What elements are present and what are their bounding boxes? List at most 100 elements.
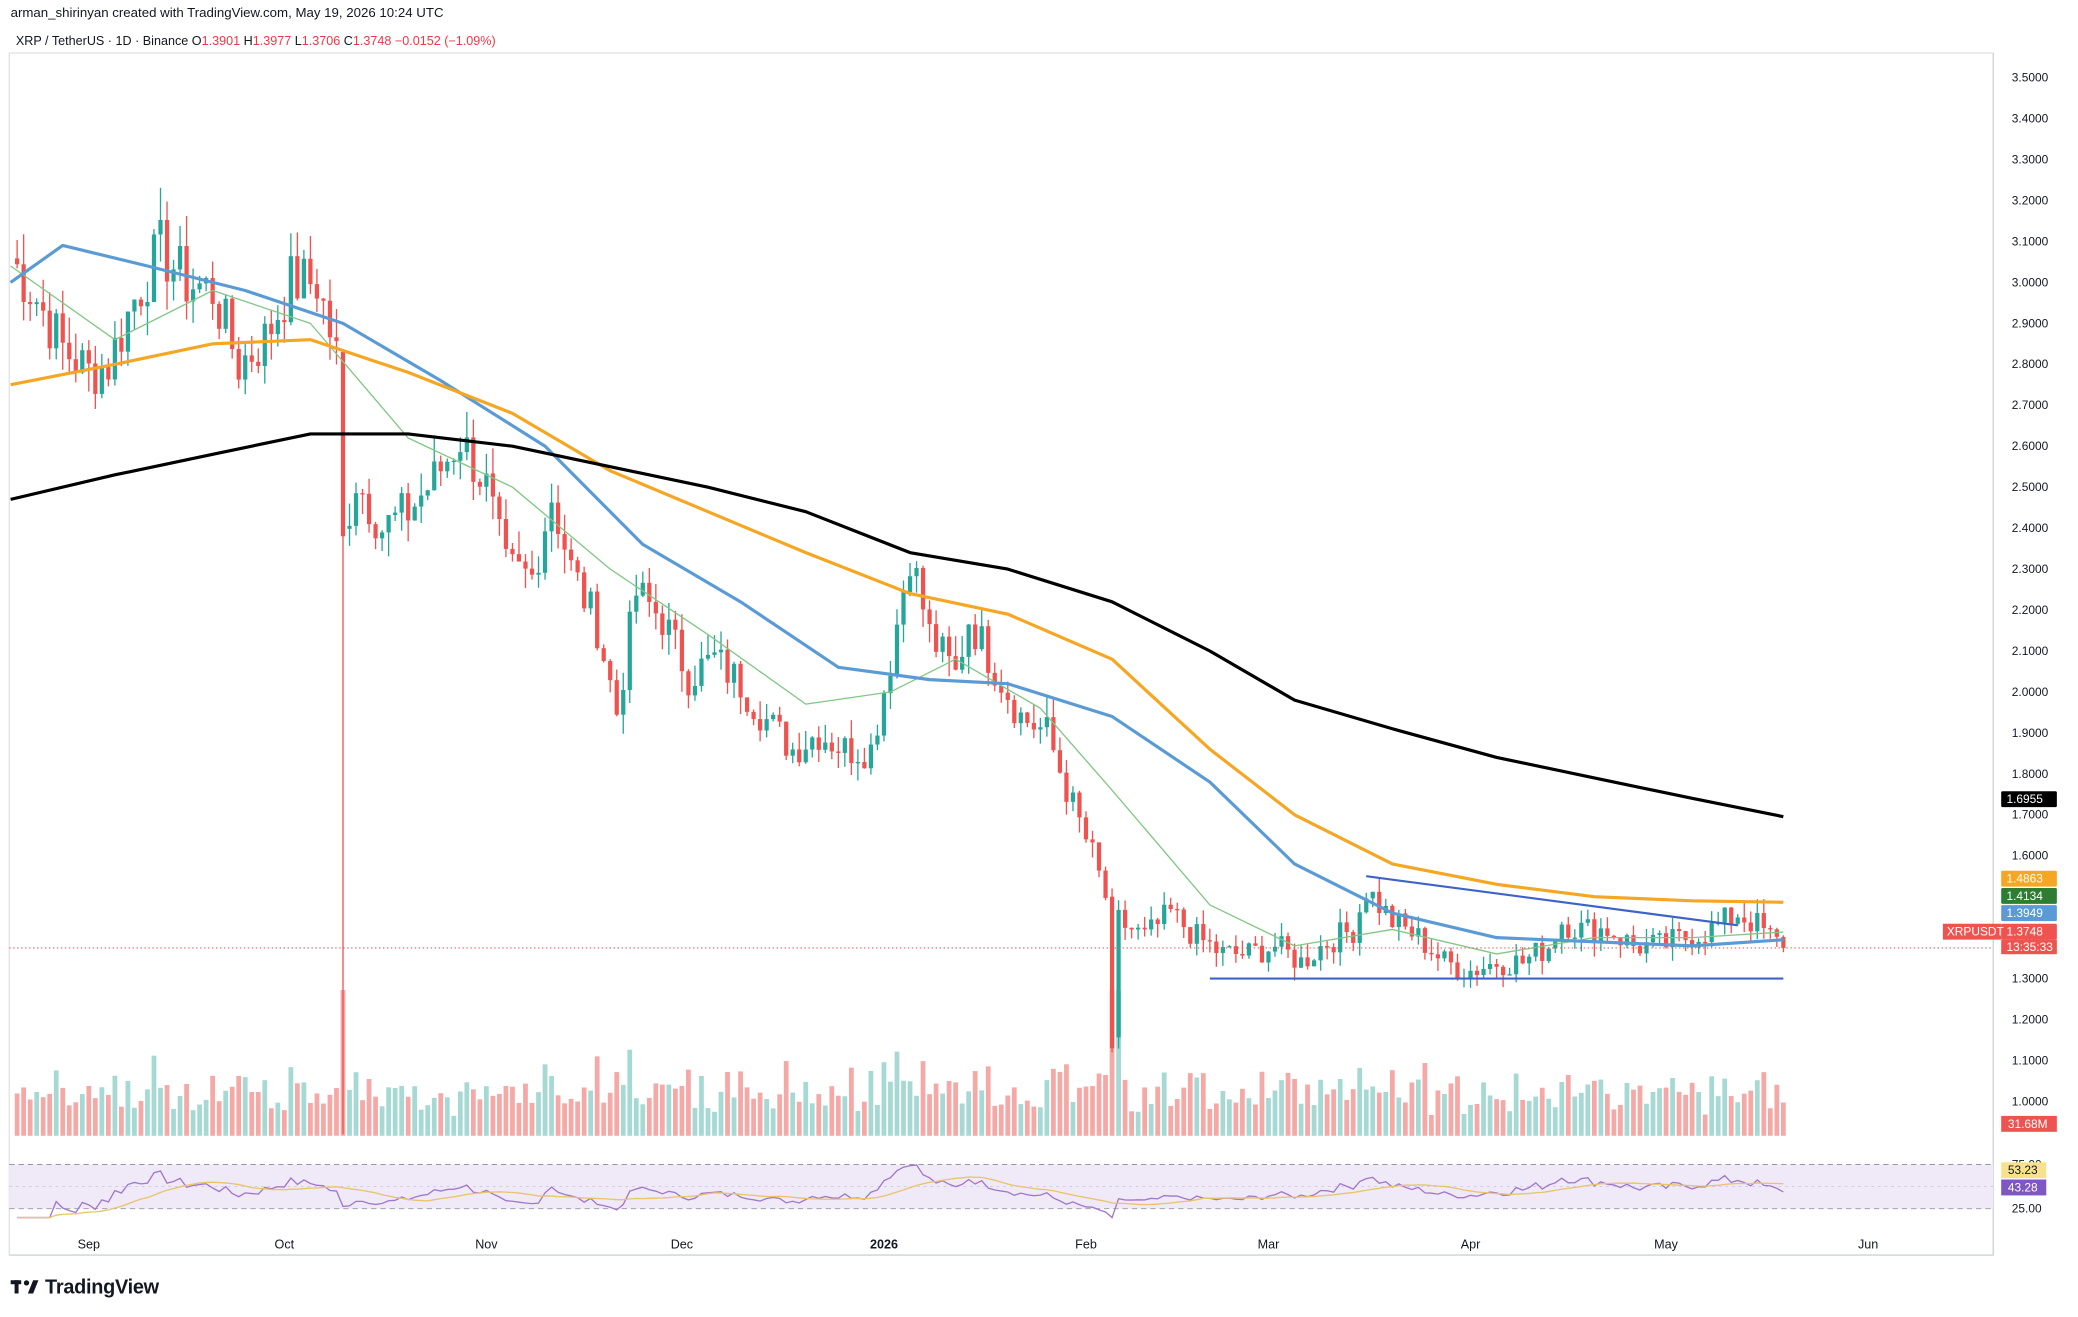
volume-bar bbox=[503, 1085, 509, 1136]
volume-bar bbox=[1559, 1082, 1565, 1136]
candle-body bbox=[1722, 907, 1727, 923]
price-tick-label: 2.2000 bbox=[2012, 603, 2049, 617]
candle-body bbox=[112, 337, 118, 380]
price-tag bbox=[2001, 887, 2057, 904]
candle-body bbox=[366, 493, 372, 525]
volume-bar bbox=[1435, 1090, 1441, 1136]
symbol-label[interactable]: XRP / TetherUS · 1D · Binance bbox=[15, 34, 189, 50]
candle-body bbox=[562, 534, 567, 550]
volume-bar bbox=[379, 1106, 385, 1136]
tradingview-brand[interactable]: TradingView bbox=[10, 1272, 159, 1301]
volume-bar bbox=[1448, 1083, 1454, 1136]
candle-body bbox=[1227, 946, 1232, 948]
volume-bar bbox=[1207, 1108, 1213, 1136]
volume-bar bbox=[451, 1115, 457, 1136]
volume-bar bbox=[914, 1095, 919, 1136]
volume-bar bbox=[242, 1077, 248, 1136]
candle-body bbox=[1409, 926, 1414, 937]
price-tag bbox=[2001, 870, 2057, 887]
candle-body bbox=[764, 719, 769, 731]
volume-bar bbox=[1357, 1067, 1363, 1136]
candle-body bbox=[1540, 942, 1545, 962]
candle-body bbox=[471, 437, 476, 482]
volume-bar bbox=[1578, 1092, 1584, 1136]
candle-body bbox=[1403, 913, 1408, 927]
volume-bar bbox=[1676, 1091, 1682, 1136]
volume-bar bbox=[1585, 1084, 1591, 1136]
candle-body bbox=[1396, 913, 1401, 927]
candle-body bbox=[1377, 891, 1382, 913]
volume-bar bbox=[1168, 1105, 1174, 1136]
volume-bar bbox=[627, 1049, 633, 1136]
volume-bar bbox=[21, 1087, 27, 1136]
candle-body bbox=[1481, 968, 1486, 976]
candle-body bbox=[269, 323, 274, 335]
volume-bar bbox=[783, 1061, 789, 1136]
price-tick-label: 1.2000 bbox=[2012, 1013, 2049, 1027]
volume-bar bbox=[327, 1094, 333, 1136]
price-tick-label: 3.5000 bbox=[2012, 71, 2049, 85]
candle-body bbox=[321, 298, 326, 301]
candle-body bbox=[1755, 913, 1760, 932]
trendline-descending-resistance bbox=[1366, 875, 1738, 927]
price-tick-label: 2.3000 bbox=[2012, 562, 2049, 576]
candle-body bbox=[549, 502, 554, 532]
volume-bar bbox=[1507, 1111, 1513, 1136]
volume-bar bbox=[1409, 1082, 1415, 1136]
candle-body bbox=[256, 361, 261, 367]
volume-bar bbox=[953, 1082, 959, 1136]
volume-bar bbox=[158, 1087, 163, 1136]
volume-bar bbox=[1533, 1096, 1539, 1136]
volume-layer bbox=[14, 989, 1786, 1136]
volume-bar bbox=[1031, 1106, 1037, 1136]
volume-bar bbox=[1598, 1079, 1604, 1136]
volume-bar bbox=[1461, 1113, 1467, 1136]
volume-bar bbox=[1305, 1084, 1310, 1136]
volume-bar bbox=[757, 1092, 763, 1136]
volume-bar bbox=[1618, 1105, 1623, 1136]
volume-bar bbox=[770, 1108, 776, 1136]
candle-body bbox=[1663, 933, 1669, 948]
candle-body bbox=[1520, 955, 1525, 964]
volume-bar bbox=[138, 1100, 144, 1136]
candle-body bbox=[1044, 717, 1050, 728]
volume-bar bbox=[1298, 1103, 1304, 1136]
volume-bar bbox=[1057, 1071, 1063, 1136]
candle-body bbox=[842, 738, 847, 753]
time-tick-label: Mar bbox=[1258, 1237, 1280, 1251]
candle-body bbox=[1507, 974, 1512, 976]
candle-body bbox=[1012, 699, 1017, 724]
volume-bar bbox=[966, 1091, 972, 1136]
candle-body bbox=[1729, 907, 1734, 924]
rsi-ma-value: 53.23 bbox=[2008, 1163, 2038, 1177]
candle-body bbox=[1781, 936, 1786, 948]
volume-bar bbox=[894, 1051, 900, 1136]
candle-body bbox=[243, 355, 248, 380]
candle-body bbox=[1259, 945, 1265, 963]
candle-body bbox=[1214, 941, 1219, 953]
volume-bar bbox=[1233, 1102, 1239, 1136]
volume-bar bbox=[288, 1067, 294, 1136]
candle-body bbox=[379, 532, 385, 539]
candle-body bbox=[1487, 963, 1493, 969]
volume-bar bbox=[1500, 1100, 1506, 1136]
price-tick-label: 1.7000 bbox=[2012, 808, 2049, 822]
volume-bar bbox=[366, 1079, 372, 1136]
candle-body bbox=[1657, 933, 1662, 935]
time-tick-label: Nov bbox=[475, 1237, 498, 1251]
time-tick-label: May bbox=[1654, 1237, 1678, 1251]
volume-bar bbox=[1213, 1103, 1219, 1136]
candle-body bbox=[119, 337, 124, 352]
high-key: H bbox=[243, 34, 253, 50]
volume-bar bbox=[418, 1109, 424, 1136]
volume-bar bbox=[959, 1103, 965, 1136]
candle-body bbox=[1572, 937, 1577, 939]
candle-body bbox=[1468, 970, 1473, 978]
symbol-tag bbox=[1942, 923, 2002, 940]
volume-bar bbox=[444, 1097, 450, 1136]
volume-bar bbox=[1780, 1102, 1786, 1136]
candle-body bbox=[1527, 956, 1532, 964]
candle-body bbox=[223, 298, 228, 329]
volume-bar bbox=[529, 1102, 535, 1136]
